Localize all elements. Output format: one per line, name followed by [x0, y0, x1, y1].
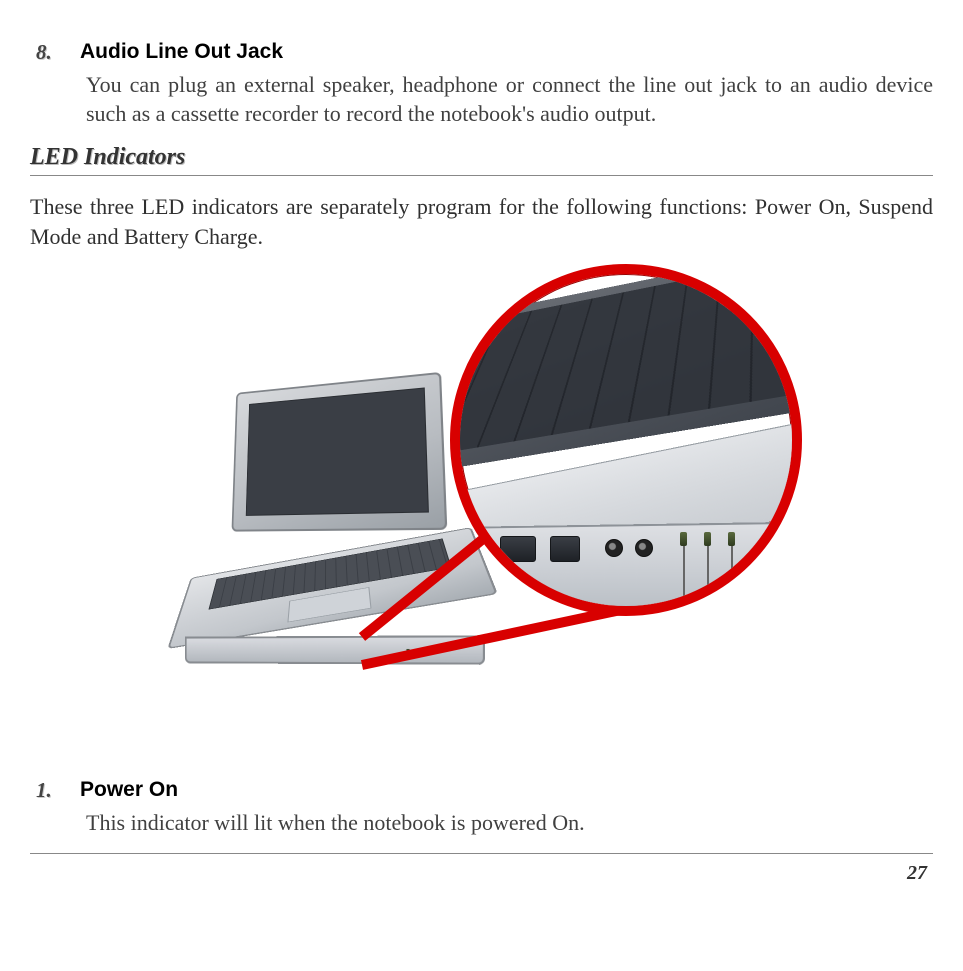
laptop-screen	[231, 371, 447, 531]
callout-leader-line	[731, 546, 733, 616]
callout-leader-line	[683, 546, 685, 602]
list-item-8: 8. Audio Line Out Jack	[30, 40, 933, 65]
callout-number-1: 1	[674, 600, 687, 616]
item-number: 8.	[30, 40, 80, 65]
laptop-display	[245, 387, 428, 515]
audio-jack-icon	[605, 539, 623, 557]
section-rule	[30, 175, 933, 176]
port-icon	[550, 536, 580, 562]
port-icon	[500, 536, 536, 562]
item-title: Power On	[80, 778, 178, 803]
callout-number-2: 2	[700, 612, 713, 616]
intro-paragraph: These three LED indicators are separatel…	[30, 192, 933, 251]
item-body: You can plug an external speaker, headph…	[86, 71, 933, 128]
magnifier-ring: 1 2 3	[450, 264, 802, 616]
callout-leader-line	[707, 546, 709, 614]
item-number: 1.	[30, 778, 80, 803]
list-item-1: 1. Power On	[30, 778, 933, 803]
section-heading: LED Indicators	[30, 144, 933, 171]
magnifier-content: 1 2 3	[460, 274, 792, 606]
laptop-base	[167, 527, 498, 649]
item-body: This indicator will lit when the noteboo…	[86, 809, 933, 838]
audio-jack-icon	[635, 539, 653, 557]
led-indicator-2	[704, 532, 711, 546]
figure-container: 1 2 3	[30, 270, 933, 750]
led-indicator-1	[680, 532, 687, 546]
led-indicator-figure: 1 2 3	[162, 270, 802, 750]
led-indicator-3	[728, 532, 735, 546]
page-number: 27	[30, 854, 933, 885]
zoom-keys	[450, 264, 802, 455]
zoom-front-edge	[450, 520, 802, 616]
item-title: Audio Line Out Jack	[80, 40, 283, 65]
